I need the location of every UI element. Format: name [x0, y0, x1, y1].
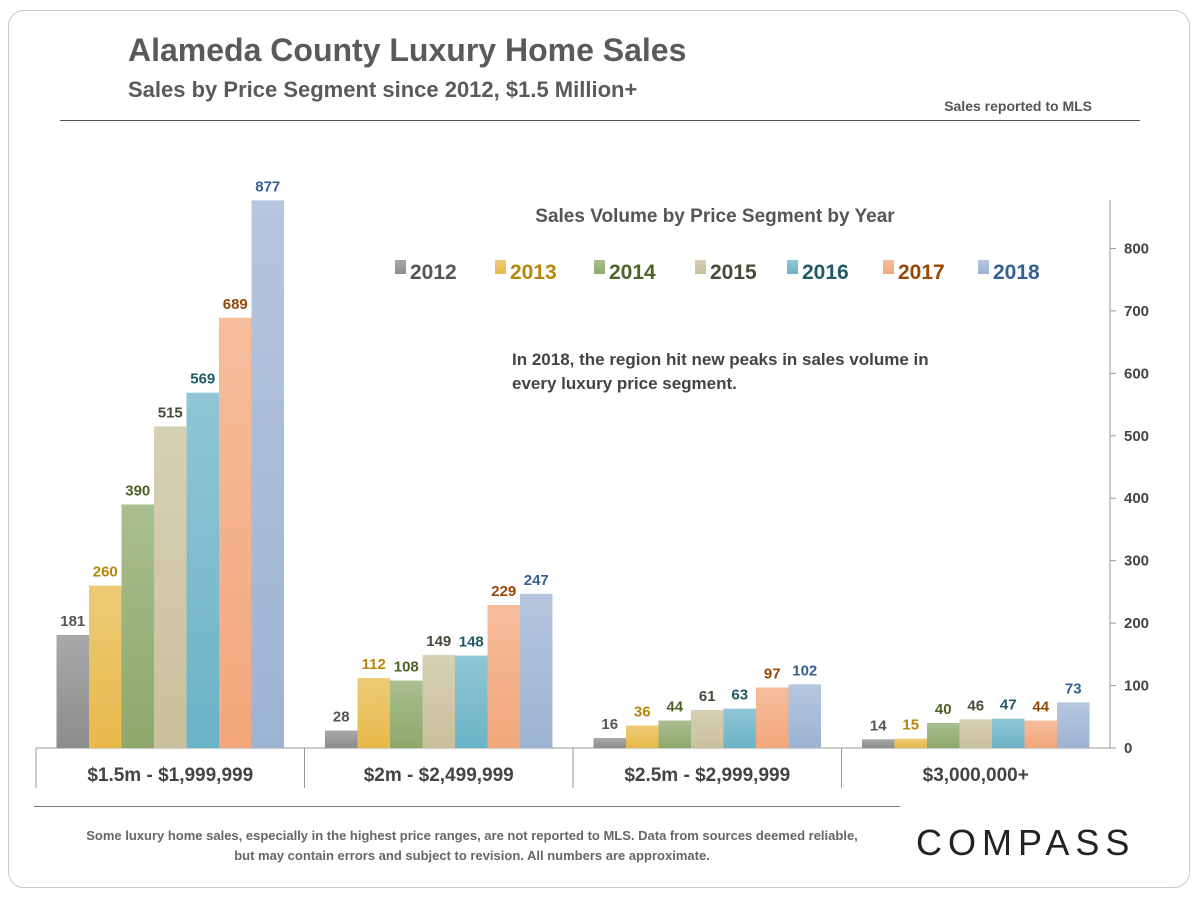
y-tick-label: 400 — [1124, 490, 1149, 507]
x-category-label: $1.5m - $1,999,999 — [87, 765, 253, 786]
legend-swatch — [395, 260, 406, 274]
page-title: Alameda County Luxury Home Sales — [128, 32, 687, 68]
bar-value-label: 61 — [699, 688, 716, 705]
bar — [1057, 702, 1090, 748]
bar — [325, 730, 358, 748]
bar — [691, 709, 724, 748]
legend-swatch — [883, 260, 894, 274]
bar-value-label: 44 — [666, 699, 683, 716]
legend-label: 2015 — [710, 261, 757, 284]
bar-value-label: 149 — [426, 633, 451, 650]
bar-value-label: 229 — [491, 583, 516, 600]
y-tick-label: 600 — [1124, 365, 1149, 382]
bar — [520, 593, 553, 748]
bar-value-label: 47 — [1000, 697, 1017, 714]
bar-value-label: 44 — [1032, 699, 1049, 716]
chart-annotation: In 2018, the region hit new peaks in sal… — [512, 350, 929, 393]
bar — [992, 718, 1025, 748]
source-note: Sales reported to MLS — [944, 98, 1092, 114]
legend-swatch — [695, 260, 706, 274]
bar — [357, 678, 390, 748]
bar-value-label: 689 — [223, 296, 248, 313]
y-tick-label: 500 — [1124, 428, 1149, 445]
bar — [1024, 720, 1057, 748]
y-tick-label: 200 — [1124, 615, 1149, 632]
y-tick-label: 100 — [1124, 678, 1149, 695]
compass-logo: COMPASS — [916, 822, 1136, 863]
bar — [894, 738, 927, 748]
bar — [455, 655, 488, 748]
bar-value-label: 390 — [125, 482, 150, 499]
bar-value-label: 15 — [902, 717, 919, 734]
bar-value-label: 40 — [935, 701, 952, 718]
bar — [251, 200, 284, 748]
legend-label: 2016 — [802, 261, 849, 284]
bar — [89, 585, 122, 748]
legend-label: 2017 — [898, 261, 945, 284]
bar — [959, 719, 992, 748]
y-tick-label: 0 — [1124, 740, 1132, 757]
y-tick-label: 300 — [1124, 553, 1149, 570]
bar — [626, 725, 659, 748]
bar — [862, 739, 895, 748]
bar — [487, 605, 520, 748]
bar — [186, 392, 219, 748]
legend-label: 2018 — [993, 261, 1040, 284]
bar — [154, 426, 187, 748]
bar-value-label: 36 — [634, 704, 651, 721]
legend-swatch — [495, 260, 506, 274]
bar — [56, 634, 89, 748]
y-tick-label: 700 — [1124, 303, 1149, 320]
bar — [927, 723, 960, 748]
bar — [658, 720, 691, 748]
x-category-label: $2m - $2,499,999 — [364, 765, 514, 786]
bar-value-label: 63 — [731, 687, 748, 704]
bar-value-label: 97 — [764, 665, 781, 682]
bar-value-label: 148 — [459, 634, 484, 651]
page-subtitle: Sales by Price Segment since 2012, $1.5 … — [128, 77, 638, 102]
bar-value-label: 247 — [524, 572, 549, 589]
bar-value-label: 102 — [792, 662, 817, 679]
bar-value-label: 28 — [333, 709, 350, 726]
bar-value-label: 16 — [601, 716, 618, 733]
bar — [593, 738, 626, 748]
bar-value-label: 515 — [158, 404, 183, 421]
bar-value-label: 14 — [870, 717, 887, 734]
bar — [390, 680, 423, 748]
bar — [121, 504, 154, 748]
footer-divider — [34, 806, 900, 807]
bar-value-label: 112 — [362, 656, 386, 673]
bar-value-label: 73 — [1065, 680, 1082, 697]
legend-swatch — [594, 260, 605, 274]
bar — [788, 684, 821, 748]
footnote: Some luxury home sales, especially in th… — [86, 828, 858, 863]
x-category-label: $3,000,000+ — [923, 765, 1029, 786]
bar-value-label: 877 — [255, 178, 280, 195]
bar-value-label: 260 — [93, 564, 118, 581]
bar-value-label: 181 — [60, 613, 85, 630]
chart-title: Sales Volume by Price Segment by Year — [535, 206, 895, 227]
legend-label: 2012 — [410, 261, 457, 284]
x-category-label: $2.5m - $2,999,999 — [624, 765, 790, 786]
legend-swatch — [787, 260, 798, 274]
legend-swatch — [978, 260, 989, 274]
header-divider — [60, 120, 1140, 121]
bar — [723, 708, 756, 748]
legend-label: 2013 — [510, 261, 557, 284]
bar-value-label: 46 — [967, 697, 984, 714]
bar-value-label: 108 — [394, 659, 419, 676]
legend-label: 2014 — [609, 261, 656, 284]
bar — [422, 654, 455, 748]
bar — [219, 317, 252, 748]
y-tick-label: 800 — [1124, 240, 1149, 257]
bar — [756, 687, 789, 748]
bar-value-label: 569 — [190, 371, 215, 388]
